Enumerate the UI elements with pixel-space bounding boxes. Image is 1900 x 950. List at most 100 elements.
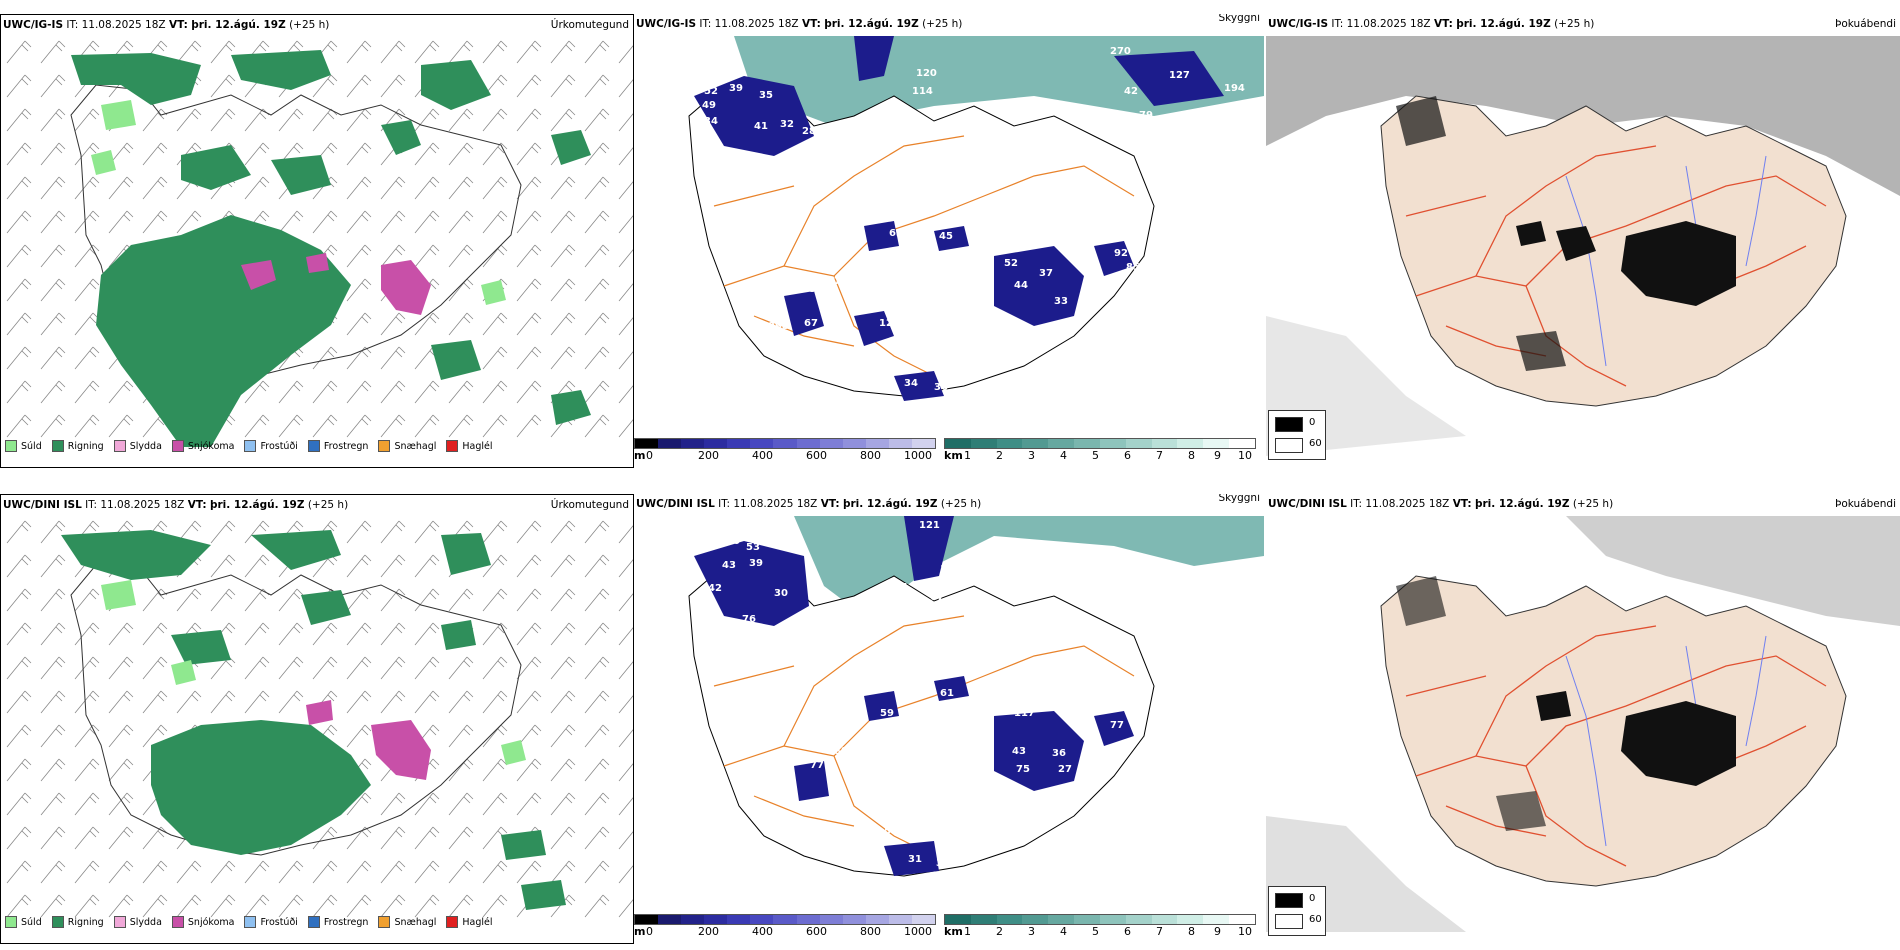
colorbar-unit: km	[944, 449, 963, 462]
panel-title: Úrkomutegund	[550, 19, 629, 31]
fog-legend: 0 60	[1268, 886, 1326, 936]
value-label: 58	[992, 698, 1006, 709]
init-time: IT: 11.08.2025 18Z	[66, 19, 166, 31]
legend-label: Snæhagl	[394, 916, 437, 928]
colorbar-tick: 1000	[904, 449, 932, 462]
legend-label: Frostúði	[260, 440, 298, 452]
legend-item: Snjókoma	[171, 916, 234, 928]
valid-time: þri. 12.ágú. 19Z	[191, 19, 286, 31]
value-label: 37	[1039, 268, 1053, 279]
valid-time: þri. 12.ágú. 19Z	[209, 499, 305, 511]
value-label: 60	[937, 810, 951, 821]
panel-header: UWC/IG-IS IT: 11.08.2025 18Z VT: þri. 12…	[1268, 16, 1896, 32]
value-label: 52	[892, 338, 906, 349]
rain-areas	[61, 530, 566, 910]
colorbar-segment	[750, 915, 774, 924]
value-label: 62	[846, 286, 860, 297]
legend-item: Frostúði	[244, 440, 298, 452]
legend-swatch	[113, 440, 126, 452]
colorbar-segment	[996, 915, 1023, 924]
colorbar-tick: 8	[1188, 449, 1195, 462]
valid-label: VT:	[820, 498, 840, 510]
precip-legend: Súld Rigning Slydda Snjókoma Frostúði Fr…	[5, 437, 493, 455]
init-time: IT: 11.08.2025 18Z	[1331, 18, 1431, 30]
colorbar-segment	[888, 915, 912, 924]
colorbar-tick: 7	[1156, 449, 1163, 462]
colorbar-tick: 8	[1188, 925, 1195, 938]
colorbar-segment	[1229, 439, 1255, 448]
colorbar-strip	[634, 438, 936, 449]
colorbar-tick: 10	[1238, 449, 1252, 462]
value-label: 34	[904, 378, 918, 389]
legend-swatch	[307, 916, 320, 928]
value-label: 67	[804, 318, 818, 329]
colorbar-tick: 200	[698, 449, 719, 462]
lead-time: (+25 h)	[922, 18, 963, 30]
colorbar-segment	[911, 915, 936, 924]
value-label: 49	[702, 100, 716, 111]
colorbar-tick: 4	[1060, 925, 1067, 938]
value-label: 55	[946, 606, 960, 617]
colorbar-segment	[635, 915, 659, 924]
lead-time: (+25 h)	[307, 499, 349, 511]
legend-item: Rigning	[51, 440, 104, 452]
legend-item: Haglél	[446, 916, 493, 928]
value-label: 31	[908, 854, 922, 865]
panel-header: UWC/DINI ISL IT: 11.08.2025 18Z VT: þri.…	[1268, 496, 1896, 512]
legend-swatch	[51, 440, 64, 452]
value-label: 60	[726, 536, 740, 547]
value-label: 65	[889, 228, 903, 239]
colorbar-segment	[911, 439, 936, 448]
cloud-base-areas	[694, 36, 1224, 401]
colorbar-segment	[727, 915, 751, 924]
fog-dark-areas	[1396, 96, 1736, 371]
precip-legend: Súld Rigning Slydda Snjókoma Frostúði Fr…	[5, 913, 493, 931]
legend-swatch	[446, 440, 459, 452]
cloud-base-areas	[694, 516, 1134, 876]
precip-map	[1, 515, 633, 923]
value-label: 30	[774, 588, 788, 599]
colorbar-segment	[945, 915, 971, 924]
value-label: 58	[809, 284, 823, 295]
value-label: 126	[957, 798, 978, 809]
cloud-map: 59 52 39 35 49 41 32 34 283 119 120 114 …	[688, 36, 1264, 401]
panel-title: Úrkomutegund	[550, 499, 629, 511]
cloud-panel-row1: UWC/IG-IS IT: 11.08.2025 18Z VT: þri. 12…	[634, 14, 1264, 466]
legend-swatch	[51, 916, 64, 928]
colorbar-unit: km	[944, 925, 963, 938]
colorbar-segment	[1074, 439, 1100, 448]
colorbar-segment	[1125, 915, 1152, 924]
colorbar-tick: 4	[1060, 449, 1067, 462]
value-label: 53	[746, 542, 760, 553]
fog-panel-row1: UWC/IG-IS IT: 11.08.2025 18Z VT: þri. 12…	[1266, 14, 1900, 466]
legend-label: Súld	[21, 916, 42, 928]
sea-fog-dark	[1566, 516, 1900, 626]
valid-label: VT:	[801, 18, 821, 30]
panel-title: Skyggni	[1218, 14, 1261, 24]
colorbar-segment	[819, 439, 843, 448]
legend-swatch	[5, 440, 17, 452]
init-time: IT: 11.08.2025 18Z	[718, 498, 818, 510]
value-label: 75	[1016, 764, 1030, 775]
value-label: 44	[1014, 280, 1028, 291]
panel-title: Skyggni	[1218, 494, 1261, 504]
value-label: 64	[989, 226, 1003, 237]
colorbar-segment	[1074, 915, 1100, 924]
legend-label: Súld	[21, 440, 42, 452]
value-label: 35	[936, 858, 950, 869]
legend-label: Haglél	[462, 440, 493, 452]
colorbar-tick: 5	[1092, 925, 1099, 938]
colorbar-tick: 200	[698, 925, 719, 938]
colorbar-tick: 1	[964, 925, 971, 938]
legend-swatch	[1275, 914, 1303, 929]
colorbar-segment	[996, 439, 1023, 448]
legend-swatch	[171, 440, 184, 452]
value-label: 39	[729, 83, 743, 94]
legend-item: Snæhagl	[378, 916, 436, 928]
legend-label: Snjókoma	[187, 440, 235, 452]
fog-map	[1266, 516, 1900, 932]
legend-label: Snæhagl	[394, 440, 437, 452]
value-label: 42	[1124, 86, 1138, 97]
legend-item: Rigning	[51, 916, 104, 928]
colorbar-tick: 6	[1124, 449, 1131, 462]
